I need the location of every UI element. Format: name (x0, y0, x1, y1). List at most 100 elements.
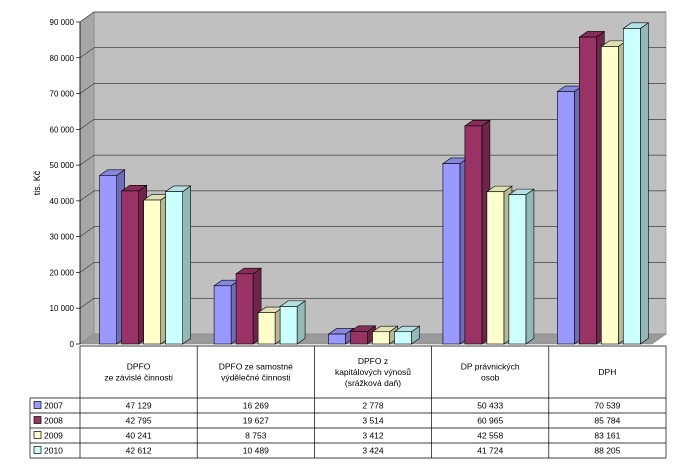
data-label: 42 558 (477, 431, 503, 441)
legend-label-2007: 2007 (44, 401, 63, 411)
gridline-side (79, 226, 95, 237)
category-label: DPH (598, 367, 616, 377)
category-label: (srážková daň) (345, 378, 401, 388)
category-label: ze závislé činnosti (104, 373, 173, 383)
data-label: 40 241 (126, 431, 152, 441)
y-tick-label: 70 000 (50, 90, 75, 99)
data-label: 42 795 (126, 416, 152, 426)
bar-front (165, 191, 183, 345)
bar-2009-2 (257, 306, 285, 345)
legend-key-2008 (33, 416, 42, 424)
data-label: 70 539 (594, 401, 620, 411)
y-tick-label: 90 000 (50, 18, 75, 27)
bar-2009-3 (371, 325, 399, 345)
bar-2010-1 (164, 185, 192, 345)
y-tick-label: 40 000 (50, 197, 75, 206)
gridline-side (79, 190, 95, 202)
bar-front (464, 125, 483, 345)
data-label: 41 724 (477, 446, 503, 456)
bar-2009-4 (485, 185, 513, 345)
y-tick-label: 20 000 (50, 268, 75, 277)
bar-2010-2 (279, 300, 307, 345)
bar-front (143, 199, 161, 345)
bar-front (600, 46, 619, 345)
category-label: osob (481, 373, 500, 383)
bar-2008-3 (349, 325, 377, 345)
category-label: DPFO z (358, 356, 388, 366)
legend-key-2009 (33, 431, 42, 439)
data-label: 3 424 (362, 446, 384, 456)
bar-2007-1 (98, 169, 126, 345)
bar-2010-5 (622, 22, 650, 345)
data-label: 8 753 (245, 431, 267, 441)
data-label: 3 514 (362, 416, 384, 426)
bars (98, 22, 650, 345)
bar-front (508, 194, 527, 345)
bar-front (556, 91, 575, 345)
y-tick-label: 10 000 (50, 304, 75, 313)
legend-label-2010: 2010 (44, 446, 63, 456)
bar-front (279, 306, 298, 345)
data-label: 83 161 (594, 431, 620, 441)
category-label: DPFO ze samostné (219, 362, 293, 372)
data-label: 60 965 (477, 416, 503, 426)
bar-2008-5 (578, 30, 606, 345)
y-tick-label: 50 000 (50, 161, 75, 170)
y-tick-label: 80 000 (50, 54, 75, 63)
bar-2010-4 (507, 188, 535, 345)
bar-front (578, 36, 597, 345)
bar-front (257, 312, 276, 345)
bar-front (442, 163, 461, 345)
bar-2008-4 (463, 119, 491, 345)
bar-front (121, 190, 139, 345)
category-label: kapitálových výnosů (335, 367, 411, 377)
bar-front (350, 331, 368, 345)
gridline-side (79, 154, 95, 166)
bar-front (372, 331, 390, 345)
bar-side (296, 300, 306, 345)
y-tick-label: 30 000 (50, 233, 75, 242)
gridline-side (79, 119, 95, 130)
gridline-side (79, 262, 95, 273)
bar-side (639, 22, 649, 345)
legend-label-2009: 2009 (44, 431, 63, 441)
data-label: 3 412 (362, 431, 384, 441)
gridline-side (79, 47, 95, 58)
legend-key-2007 (33, 401, 42, 409)
bar-2009-5 (600, 40, 628, 345)
gridline-side (79, 83, 95, 94)
y-axis: 0 10 000 20 000 30 000 40 000 50 000 60 000 70 … (32, 18, 81, 349)
bar-front (328, 333, 346, 345)
data-label: 47 129 (126, 401, 152, 411)
bar-front (486, 191, 505, 345)
bar-2007-2 (213, 279, 241, 345)
category-label: výdělečné činnosti (221, 373, 291, 383)
y-axis-label: tis. Kč (32, 170, 42, 195)
bar-front (213, 285, 232, 345)
bar-2009-1 (142, 193, 170, 345)
bar-front (235, 273, 254, 345)
data-label: 2 778 (362, 401, 384, 411)
bar-front (99, 175, 117, 345)
data-label: 88 205 (594, 446, 620, 456)
legend-key-2010 (33, 446, 42, 454)
bar-2010-3 (393, 325, 421, 345)
data-label: 10 489 (243, 446, 269, 456)
bar-2007-3 (327, 327, 355, 345)
bar-side (525, 188, 535, 345)
y-tick-label: 0 (70, 340, 75, 349)
bar-front (394, 331, 412, 345)
data-label: 42 612 (126, 446, 152, 456)
side-wall (79, 11, 95, 345)
data-label: 50 433 (477, 401, 503, 411)
data-label: 85 784 (594, 416, 620, 426)
gridline-side (79, 298, 95, 309)
bar-front (622, 28, 641, 345)
data-label: 16 269 (243, 401, 269, 411)
bar-2008-1 (120, 184, 148, 345)
bar-2008-2 (235, 267, 263, 345)
gridline-side (79, 11, 95, 23)
bar-side (182, 185, 191, 345)
